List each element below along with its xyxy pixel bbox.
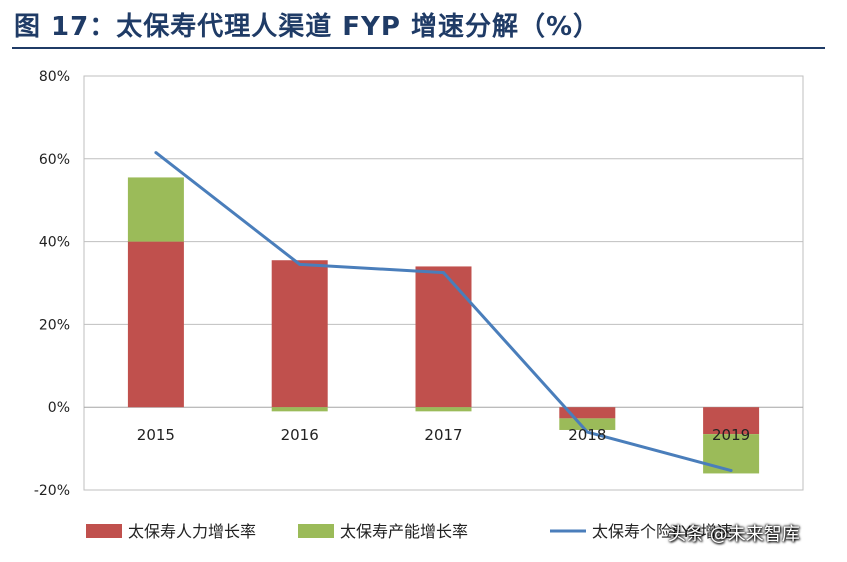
legend-label: 太保寿产能增长率 xyxy=(340,522,468,541)
y-tick-label: 60% xyxy=(39,152,70,168)
bar-2019-headcount xyxy=(703,407,760,435)
y-tick-label: 40% xyxy=(39,235,70,251)
y-tick-label: 80% xyxy=(39,69,70,85)
legend-swatch xyxy=(86,524,122,538)
bar-2017-productivity xyxy=(415,407,472,412)
x-tick-label: 2019 xyxy=(712,426,750,444)
bar-2017-headcount xyxy=(415,266,472,408)
watermark: 头条 @未来智库 xyxy=(668,524,800,545)
plot-frame xyxy=(83,75,804,491)
fyp-growth-point xyxy=(298,262,302,266)
bar-2015-headcount xyxy=(127,241,184,408)
fyp-growth-point xyxy=(585,430,589,434)
x-tick-label: 2015 xyxy=(137,426,175,444)
bar-2016-productivity xyxy=(271,407,328,412)
y-tick-label: -20% xyxy=(34,483,70,499)
y-tick-label: 0% xyxy=(48,400,70,416)
chart-title: 图 17：太保寿代理人渠道 FYP 增速分解（%） xyxy=(14,12,601,42)
legend-swatch xyxy=(298,524,334,538)
bar-2015-productivity xyxy=(127,177,184,242)
fyp-growth-point xyxy=(729,469,733,473)
fyp-growth-point xyxy=(154,151,158,155)
bar-2018-headcount xyxy=(559,407,616,419)
x-tick-label: 2018 xyxy=(568,426,606,444)
fyp-growth-point xyxy=(442,271,445,275)
title-underline xyxy=(12,47,825,49)
legend-label: 太保寿人力增长率 xyxy=(128,522,256,541)
bar-2018-productivity xyxy=(559,418,616,430)
x-tick-label: 2016 xyxy=(281,426,319,444)
bar-2016-headcount xyxy=(271,260,328,408)
y-tick-label: 20% xyxy=(39,317,70,333)
legend-label: 太保寿个险FYP增速 xyxy=(592,522,733,541)
x-tick-label: 2017 xyxy=(424,426,462,444)
